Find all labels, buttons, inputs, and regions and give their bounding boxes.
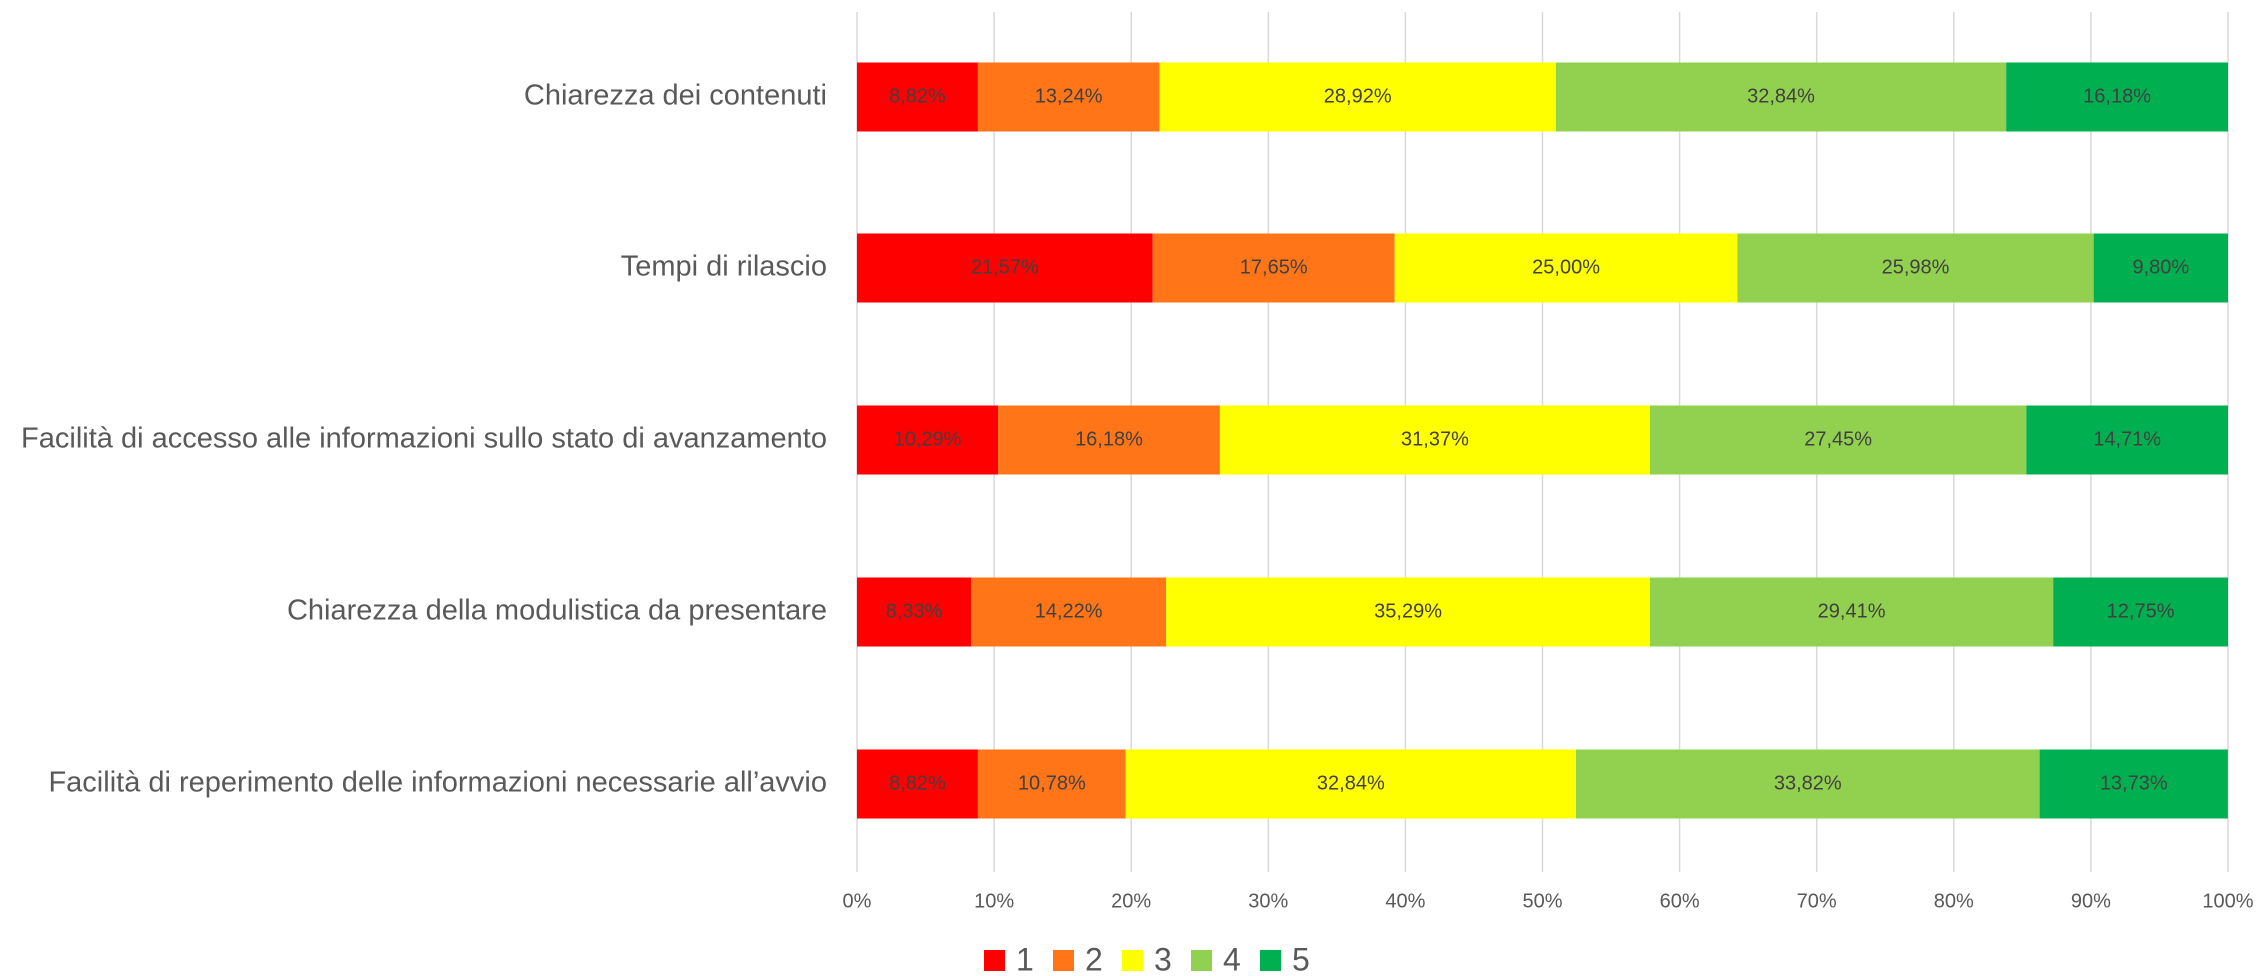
x-tick-label: 30% [1248, 890, 1288, 912]
bar-segment [1166, 577, 1650, 647]
legend-swatch [1053, 950, 1074, 971]
value-label: 28,92% [1324, 85, 1392, 107]
value-label: 21,57% [971, 256, 1039, 278]
x-tick-label: 50% [1522, 890, 1562, 912]
x-tick-label: 20% [1111, 890, 1151, 912]
legend-label: 1 [1016, 941, 1034, 976]
x-tick-label: 70% [1797, 890, 1837, 912]
bar-segment [977, 749, 1126, 819]
bar-segment [998, 405, 1220, 475]
value-label: 14,71% [2093, 428, 2161, 450]
value-label: 35,29% [1374, 600, 1442, 622]
value-label: 32,84% [1317, 772, 1385, 794]
legend-label: 2 [1085, 941, 1103, 976]
value-label: 17,65% [1240, 256, 1308, 278]
value-label: 8,82% [889, 85, 946, 107]
bar-segment [977, 62, 1160, 132]
legend-swatch [984, 950, 1005, 971]
bar-segment [2006, 62, 2228, 132]
value-label: 31,37% [1401, 428, 1469, 450]
value-label: 29,41% [1818, 600, 1886, 622]
x-tick-label: 80% [1934, 890, 1974, 912]
value-label: 8,82% [889, 772, 946, 794]
value-label: 32,84% [1747, 85, 1815, 107]
bar-segment [1394, 233, 1738, 303]
x-tick-label: 10% [974, 890, 1014, 912]
legend-label: 4 [1223, 941, 1241, 976]
value-label: 10,29% [894, 428, 962, 450]
value-label: 25,00% [1532, 256, 1600, 278]
bar-segment [1159, 62, 1556, 132]
bar-segment [971, 577, 1167, 647]
category-label: Chiarezza della modulistica da presentar… [287, 595, 827, 627]
value-label: 25,98% [1882, 256, 1950, 278]
category-label: Facilità di accesso alle informazioni su… [21, 423, 827, 455]
bar-segment [857, 749, 978, 819]
bar-segment [857, 233, 1153, 303]
x-tick-label: 100% [2202, 890, 2253, 912]
legend-swatch [1260, 950, 1281, 971]
bar-segment [1152, 233, 1395, 303]
bar-segment [1649, 577, 2054, 647]
x-tick-label: 90% [2071, 890, 2111, 912]
bar-segment [857, 62, 978, 132]
value-label: 9,80% [2132, 256, 2189, 278]
bar-segment [2093, 233, 2228, 303]
value-label: 13,24% [1035, 85, 1103, 107]
value-label: 14,22% [1035, 600, 1103, 622]
value-label: 27,45% [1804, 428, 1872, 450]
x-tick-label: 40% [1385, 890, 1425, 912]
value-label: 10,78% [1018, 772, 1086, 794]
bar-segment [1737, 233, 2094, 303]
legend-swatch [1191, 950, 1212, 971]
x-tick-label: 0% [843, 890, 872, 912]
bar-segment [1219, 405, 1650, 475]
bar-segment [1125, 749, 1576, 819]
category-label: Facilità di reperimento delle informazio… [48, 767, 827, 799]
legend-label: 5 [1292, 941, 1310, 976]
legend-label: 3 [1154, 941, 1172, 976]
bar-segment [1575, 749, 2040, 819]
legend-swatch [1122, 950, 1143, 971]
bar-segment [2039, 749, 2228, 819]
x-tick-label: 60% [1660, 890, 1700, 912]
value-label: 8,33% [886, 600, 943, 622]
category-label: Tempi di rilascio [621, 251, 827, 283]
bar-segment [2026, 405, 2228, 475]
bar-segment [857, 577, 972, 647]
bar-segment [1555, 62, 2007, 132]
value-label: 16,18% [2083, 85, 2151, 107]
value-label: 33,82% [1774, 772, 1842, 794]
category-label: Chiarezza dei contenuti [524, 80, 827, 112]
bar-segment [857, 405, 999, 475]
bar-segment [2053, 577, 2228, 647]
value-label: 16,18% [1075, 428, 1143, 450]
value-label: 12,75% [2107, 600, 2175, 622]
bar-segment [1649, 405, 2027, 475]
value-label: 13,73% [2100, 772, 2168, 794]
